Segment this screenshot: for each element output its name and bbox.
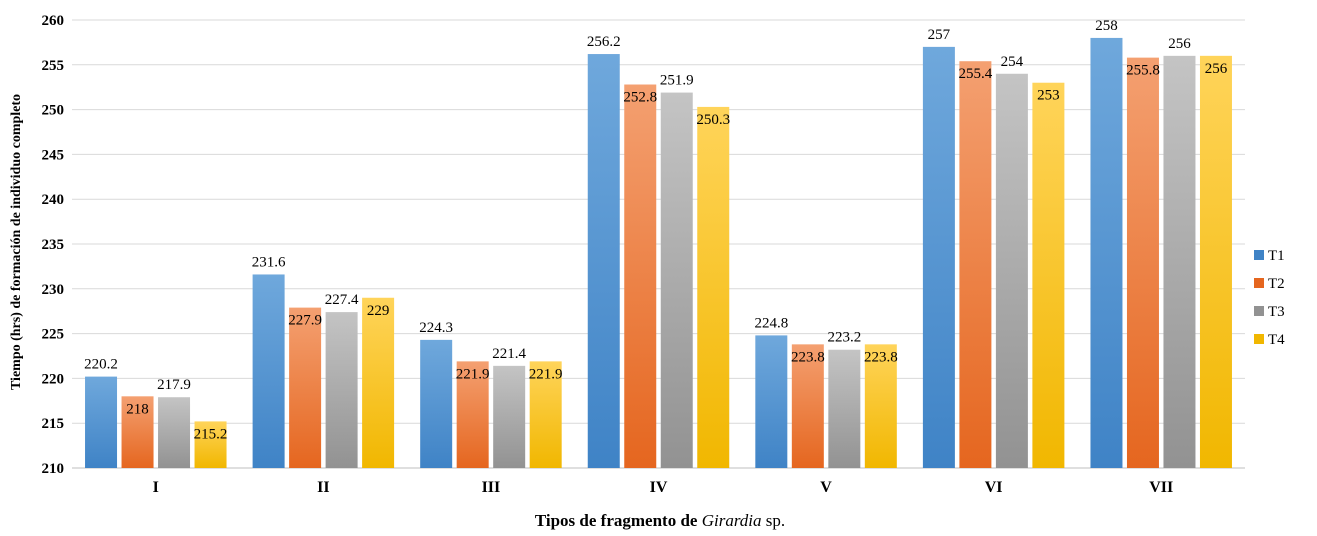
x-axis: I II III IV V VI VII	[153, 479, 1174, 496]
y-tick-label: 245	[42, 147, 65, 163]
y-tick-label: 250	[42, 103, 65, 119]
y-axis: 210 215 220 225 230 235 240 245 250 255 260	[42, 13, 65, 477]
y-tick-label: 210	[42, 461, 65, 477]
legend-swatch-T3	[1254, 306, 1264, 316]
bar-T3-VI	[995, 73, 1028, 468]
data-label-T3-I: 217.9	[157, 377, 191, 393]
y-tick-label: 230	[42, 282, 65, 298]
bar-T2-II	[289, 307, 322, 468]
data-label-T3-VII: 256	[1168, 36, 1191, 52]
bar-T1-VI	[922, 46, 955, 468]
bar-T4-IV	[697, 106, 730, 469]
x-tick-label: II	[317, 479, 329, 496]
data-label-T4-III: 221.9	[529, 366, 563, 382]
data-label-T2-VII: 255.8	[1126, 63, 1160, 79]
legend-label-T1: T1	[1268, 248, 1285, 264]
bar-T4-VI	[1032, 82, 1065, 468]
legend-swatch-T1	[1254, 250, 1264, 260]
data-label-T3-IV: 251.9	[660, 73, 694, 89]
bar-T1-VII	[1090, 37, 1123, 469]
data-label-T1-I: 220.2	[84, 357, 118, 373]
x-tick-label: III	[482, 479, 501, 496]
x-tick-label: VI	[985, 479, 1003, 496]
bar-T1-III	[420, 339, 453, 468]
y-tick-label: 255	[42, 58, 65, 74]
bar-T3-VII	[1163, 55, 1196, 469]
bars	[85, 37, 1232, 469]
y-tick-label: 220	[42, 371, 65, 387]
bar-T1-V	[755, 335, 788, 468]
bar-T3-III	[493, 365, 526, 468]
data-label-T2-I: 218	[126, 401, 149, 417]
bar-T2-VII	[1126, 57, 1159, 469]
x-axis-label: Tipos de fragmento de Girardia sp.	[535, 511, 785, 530]
x-axis-label-suffix: sp.	[762, 511, 786, 530]
bar-T3-I	[158, 397, 191, 468]
data-label-T3-VI: 254	[1001, 54, 1024, 70]
data-label-T1-VI: 257	[928, 27, 951, 43]
bar-T3-II	[325, 312, 358, 468]
data-label-T1-IV: 256.2	[587, 34, 621, 50]
bar-T2-VI	[959, 61, 992, 468]
data-label-T2-II: 227.9	[288, 313, 322, 329]
data-label-T3-V: 223.2	[827, 330, 861, 346]
data-label-T2-V: 223.8	[791, 349, 825, 365]
data-label-T1-V: 224.8	[754, 315, 788, 331]
bar-T1-IV	[587, 54, 620, 468]
bar-T4-III	[529, 361, 562, 468]
x-tick-label: I	[153, 479, 159, 496]
x-axis-label-prefix: Tipos de fragmento de	[535, 511, 702, 530]
legend-label-T4: T4	[1268, 332, 1285, 348]
x-tick-label: VII	[1149, 479, 1173, 496]
x-axis-label-italic: Girardia	[702, 511, 762, 530]
data-label-T1-II: 231.6	[252, 254, 286, 270]
bar-T1-I	[85, 376, 118, 468]
data-label-T2-IV: 252.8	[623, 90, 657, 106]
bar-T3-V	[828, 349, 861, 468]
legend-label-T3: T3	[1268, 304, 1285, 320]
legend-swatch-T4	[1254, 334, 1264, 344]
y-tick-label: 260	[42, 13, 65, 29]
data-label-T4-I: 215.2	[194, 426, 228, 442]
bar-T3-IV	[660, 92, 693, 469]
y-tick-label: 235	[42, 237, 65, 253]
legend-swatch-T2	[1254, 278, 1264, 288]
y-axis-label: Tiempo (hrs) de formación de individuo c…	[9, 94, 24, 390]
bar-T2-IV	[624, 84, 657, 469]
y-tick-label: 240	[42, 192, 65, 208]
x-tick-label: IV	[650, 479, 668, 496]
data-label-T4-VI: 253	[1037, 88, 1060, 104]
bar-T1-II	[252, 274, 285, 468]
bar-T4-I	[194, 421, 227, 468]
data-label-T1-VII: 258	[1095, 18, 1118, 34]
data-label-T2-VI: 255.4	[959, 66, 993, 82]
legend: T1 T2 T3 T4	[1254, 248, 1285, 348]
data-label-T4-V: 223.8	[864, 349, 898, 365]
gridlines	[72, 19, 1245, 469]
data-label-T2-III: 221.9	[456, 366, 490, 382]
y-tick-label: 215	[42, 416, 65, 432]
legend-label-T2: T2	[1268, 276, 1285, 292]
bar-T2-V	[791, 344, 824, 468]
data-label-T3-III: 221.4	[492, 346, 526, 362]
bar-T4-V	[864, 344, 897, 468]
data-label-T1-III: 224.3	[419, 320, 453, 336]
data-label-T4-II: 229	[367, 303, 390, 319]
data-label-T3-II: 227.4	[325, 292, 359, 308]
x-tick-label: V	[820, 479, 832, 496]
bar-T2-III	[456, 361, 489, 468]
y-tick-label: 225	[42, 327, 65, 343]
data-label-T4-IV: 250.3	[696, 112, 730, 128]
bar-T4-VII	[1199, 55, 1232, 469]
bar-T4-II	[362, 297, 395, 468]
data-label-T4-VII: 256	[1205, 61, 1228, 77]
bar-T2-I	[121, 396, 154, 468]
